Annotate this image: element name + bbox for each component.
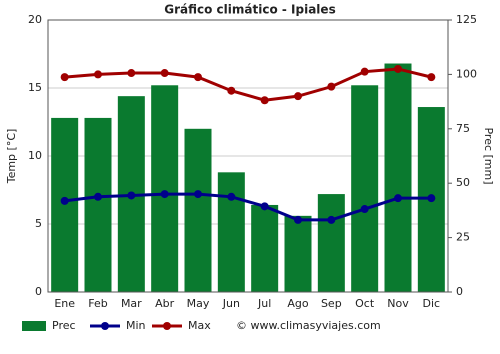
bar [351,85,379,292]
y2-axis-label: Prec [mm] [482,127,495,184]
legend-label: Prec [52,319,76,332]
point [60,196,69,205]
y-tick-label: 20 [28,13,42,26]
point [294,215,302,224]
y-tick-label: 0 [35,285,42,298]
point [160,190,169,199]
bar [251,204,279,292]
y-tick-label: 15 [28,81,42,94]
x-tick-label: Nov [387,297,409,310]
x-tick-label: Jun [222,297,240,310]
x-tick-label: Sep [321,297,342,310]
bar [51,117,79,292]
y2-tick-label: 125 [456,13,477,26]
line [64,192,432,222]
legend-label: Max [188,319,211,332]
x-tick-label: Abr [155,297,175,310]
point [194,190,202,199]
point [294,92,302,101]
x-tick-label: Feb [88,297,107,310]
bar [384,63,412,292]
bar [317,194,345,292]
x-tick-label: May [187,297,210,310]
bar [184,128,212,292]
point [327,215,336,224]
point [60,73,69,82]
point [394,64,402,73]
plot-frame [47,19,449,293]
y2-tick-label: 50 [456,176,470,189]
point [260,202,269,211]
bar [84,117,112,292]
bar [217,172,245,292]
legend-label: Min [126,319,146,332]
point [427,194,436,203]
point [127,69,136,78]
y-axis-label: Temp [°C] [5,129,18,185]
point [227,192,236,201]
bar [151,85,179,292]
y2-tick-label: 75 [456,122,470,135]
x-tick-label: Ago [287,297,309,310]
point [394,194,402,203]
credit: © www.climasyviajes.com [236,319,381,332]
point [360,205,369,214]
y2-tick-label: 100 [456,67,477,80]
chart-title: Gráfico climático - Ipiales [164,3,335,17]
point [194,73,202,82]
point [327,82,336,91]
point [94,192,102,201]
point [94,70,102,79]
y-tick-label: 5 [35,217,42,230]
x-tick-label: Mar [121,297,142,310]
y2-tick-label: 0 [456,285,463,298]
x-tick-label: Jul [257,297,271,310]
x-tick-label: Oct [355,297,375,310]
point [360,67,369,76]
legend-swatch [22,321,46,331]
point [127,191,136,200]
x-tick-label: Ene [54,297,75,310]
point [227,86,236,95]
point [160,69,169,78]
y-tick-label: 10 [28,149,42,162]
point [427,73,436,82]
point [260,96,269,105]
bar [284,215,312,292]
y2-tick-label: 25 [456,231,470,244]
x-tick-label: Dic [423,297,441,310]
legend-swatch [101,322,109,330]
legend-swatch [163,322,171,330]
line [64,67,432,102]
